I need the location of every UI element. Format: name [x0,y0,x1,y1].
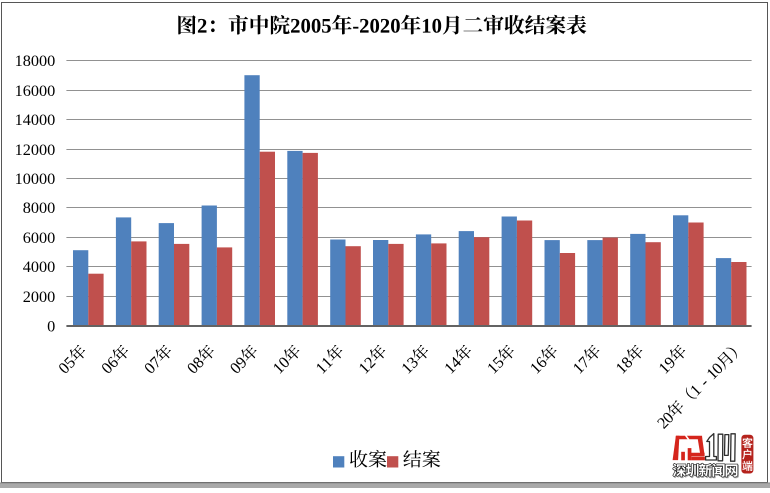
svg-text:16000: 16000 [15,81,56,100]
svg-text:0: 0 [47,316,55,335]
svg-text:12000: 12000 [15,140,56,159]
svg-text:18000: 18000 [15,51,56,70]
svg-text:10000: 10000 [15,169,56,188]
svg-text:14000: 14000 [15,110,56,129]
svg-text:4000: 4000 [23,257,56,276]
svg-text:8000: 8000 [23,198,56,217]
svg-text:6000: 6000 [23,228,56,247]
svg-text:2000: 2000 [23,287,56,306]
